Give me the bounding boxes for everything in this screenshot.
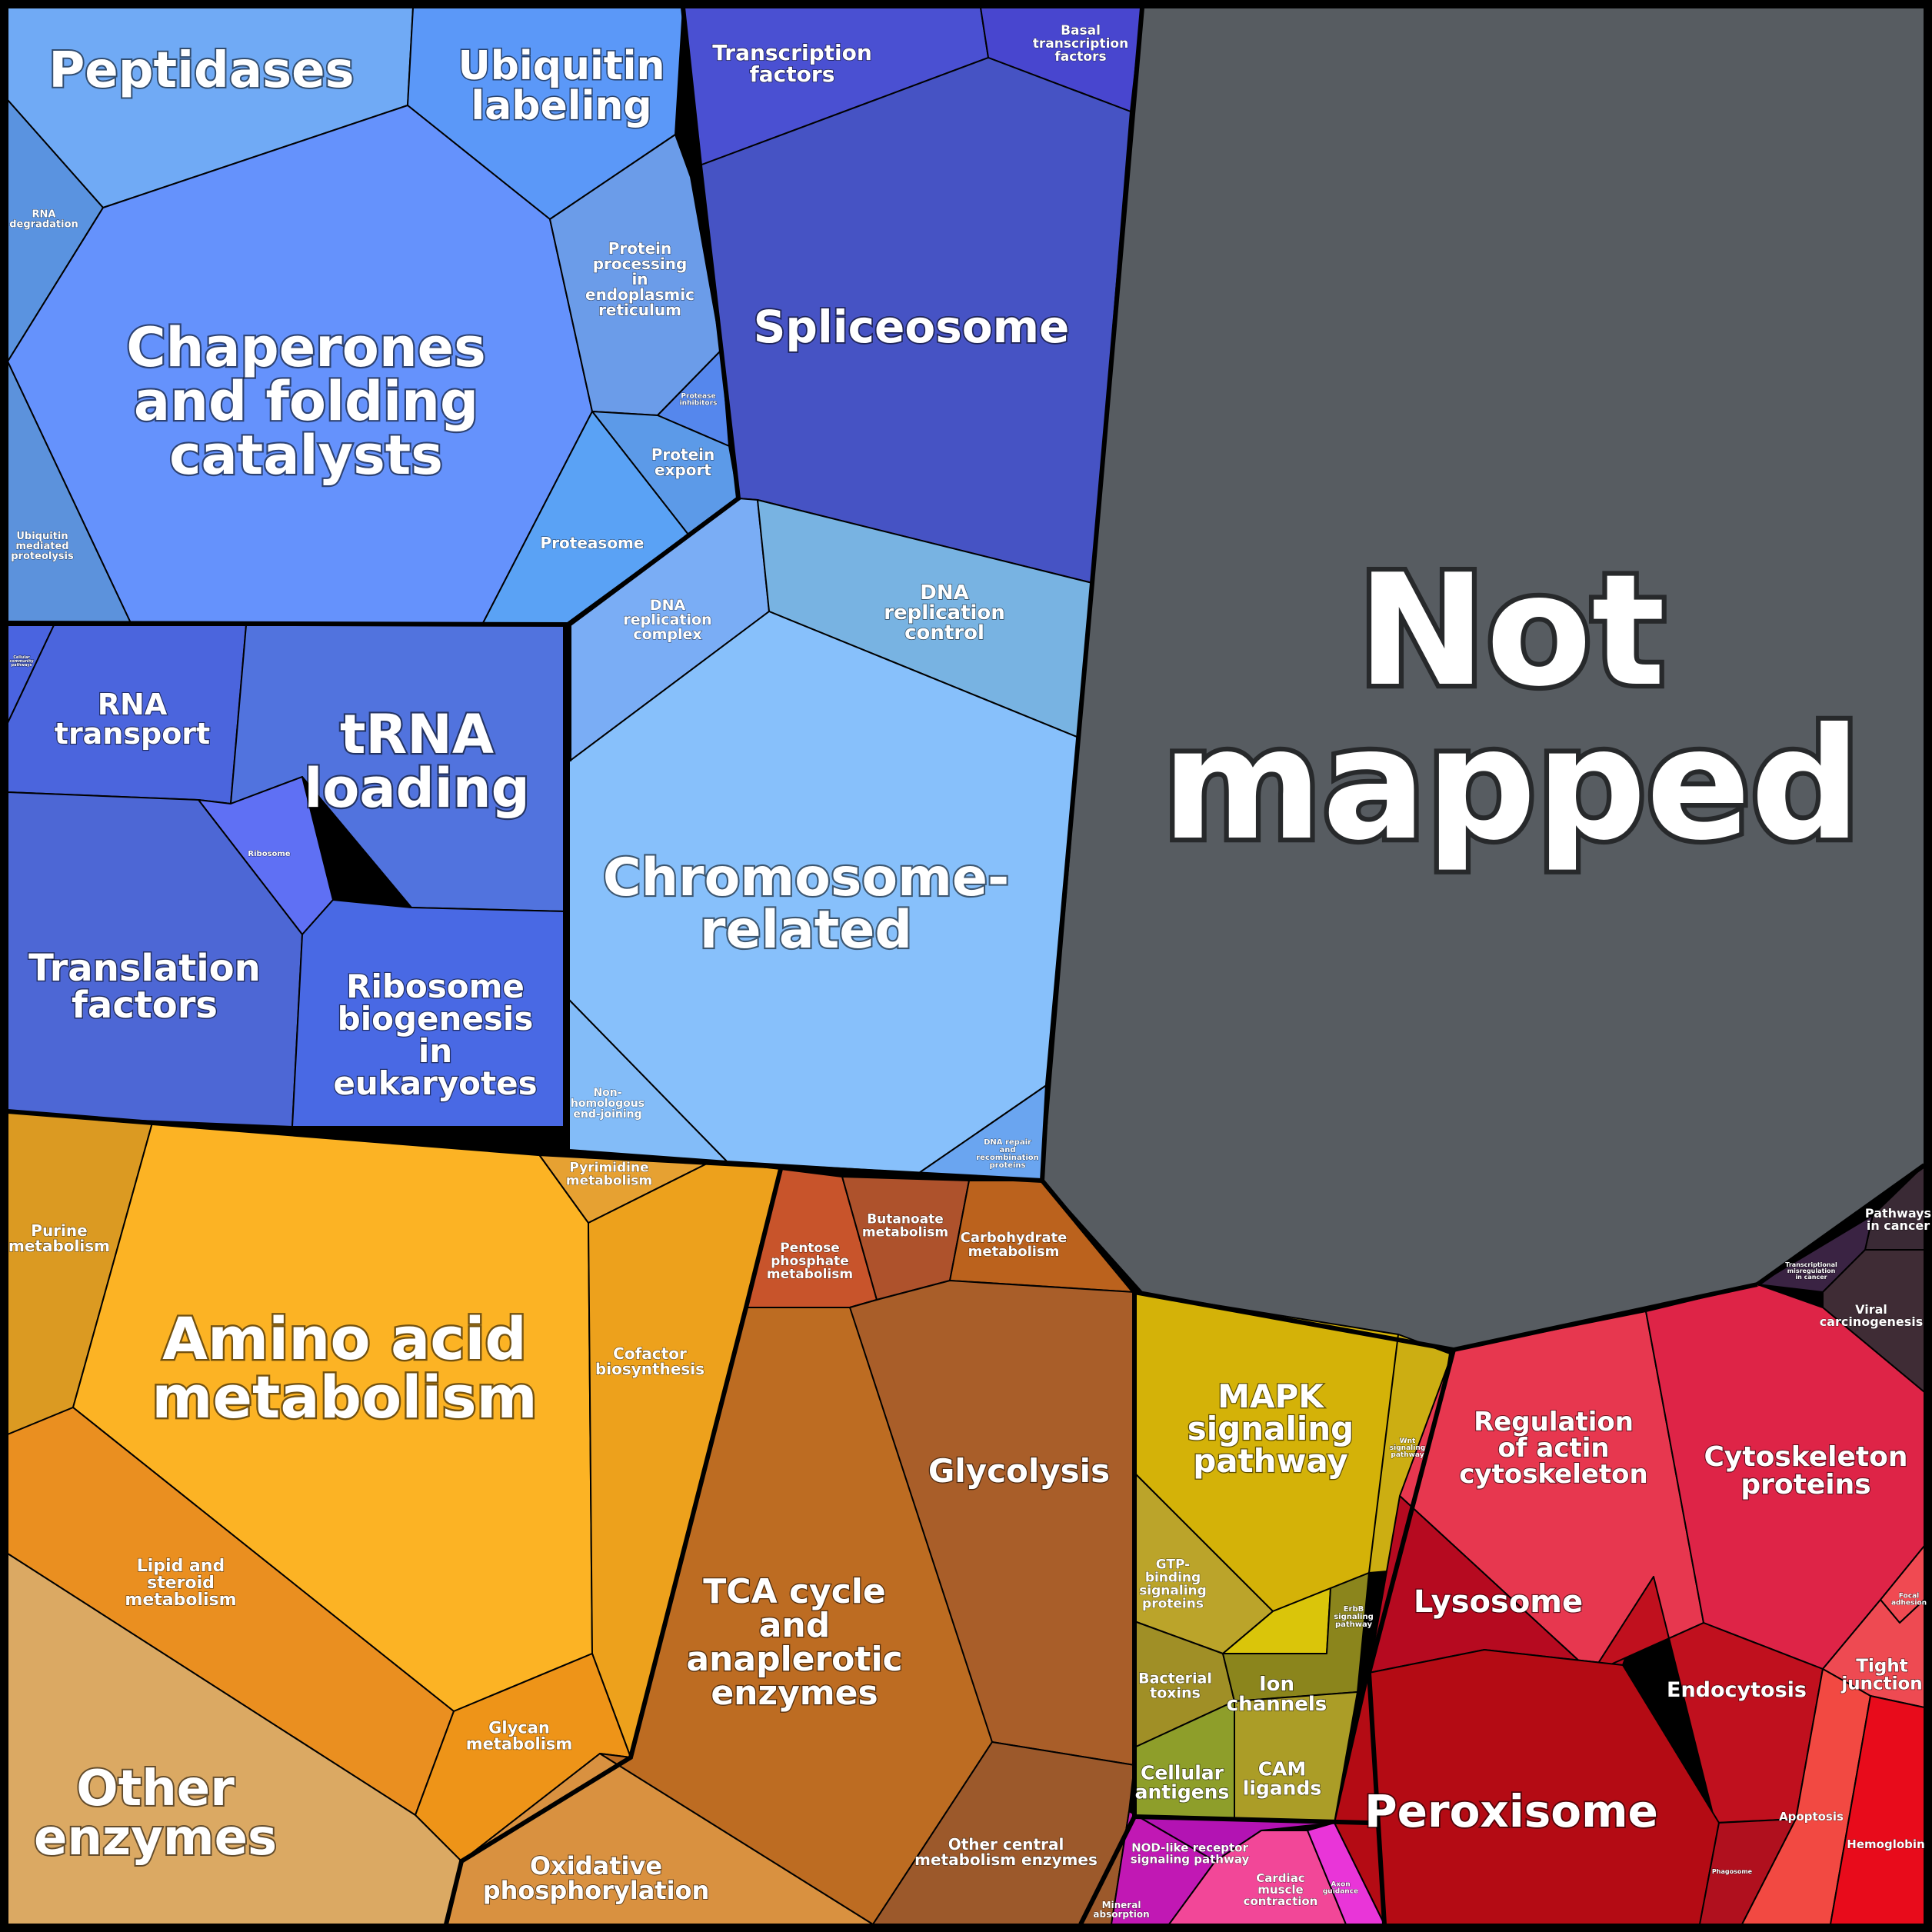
cell-label-cellular-community: Cellular community pathwaysCellular commun… <box>9 655 34 668</box>
cell-label-lysosome: LysosomeLysosome <box>1414 1584 1583 1620</box>
cell-label-endocytosis: EndocytosisEndocytosis <box>1667 1678 1807 1702</box>
cell-label-cam-ligands: CAM ligandsCAM ligands <box>1243 1757 1321 1799</box>
cell-label-peptidases: PeptidasesPeptidases <box>48 42 354 99</box>
cell-label-other-enzymes: Other enzymesOther enzymes <box>34 1760 277 1867</box>
cell-label-other-central-metabolism-enzymes: Other central metabolism enzymesOther cen… <box>914 1835 1098 1869</box>
cell-label-hemoglobin: HemoglobinHemoglobin <box>1847 1837 1924 1851</box>
cell-label-tca-cycle-and-anaplerotic-enzymes: TCA cycle and anaplerotic enzymesTCA cycle … <box>686 1572 902 1713</box>
cell-label-mapk-signaling-pathway: MAPK signaling pathwayMAPK signaling pathw… <box>1188 1377 1354 1480</box>
cell-label-lipid-and-steroid-metabolism: Lipid and steroid metabolismLipid and ster… <box>125 1557 236 1610</box>
cell-label-transcriptional-misregulation-in-cancer: Transcriptional misregulation in cancerTra… <box>1785 1261 1837 1281</box>
group-border <box>1756 1163 1926 1287</box>
group-border <box>568 7 741 627</box>
cell-label-ubiquitin-mediated-proteolysis: Ubiquitin mediated proteolysisUbiquitin me… <box>11 531 74 562</box>
cell-label-protein-export: Protein exportProtein export <box>651 445 715 479</box>
cell-label-cofactor-biosynthesis: Cofactor biosynthesisCofactor biosynthesi… <box>595 1344 705 1378</box>
cell-label-gtp-binding-signaling-proteins: GTP-binding signaling proteinsGTP-binding … <box>1139 1557 1207 1612</box>
cell-label-chaperones-and-folding-catalysts: Chaperones and folding catalystsChaperones… <box>126 316 486 487</box>
cell-label-dna-replication-control: DNA replication controlDNA replication con… <box>884 581 1005 645</box>
cell-label-cellular-antigens: Cellular antigensCellular antigens <box>1135 1761 1230 1803</box>
cell-label-tight-junction: Tight junctionTight junction <box>1840 1657 1922 1694</box>
cell-label-protease-inhibitors: Protease inhibitorsProtease inhibitors <box>680 393 718 408</box>
cell-label-trna-loading: tRNA loadingtRNA loading <box>304 703 529 820</box>
cell-label-proteasome: ProteasomeProteasome <box>541 534 645 552</box>
cell-label-spliceosome: SpliceosomeSpliceosome <box>754 301 1070 353</box>
labels-layer: PeptidasesPeptidases Ubiquitin labelingUbi… <box>8 22 1931 1920</box>
group-border <box>1040 7 1144 1181</box>
cell-label-ribosome-biogenesis-in-eukaryotes: Ribosome biogenesis in eukaryotesRibosome b… <box>333 968 537 1102</box>
group-border <box>563 622 570 1127</box>
cell-label-apoptosis: ApoptosisApoptosis <box>1779 1810 1844 1824</box>
cell-label-focal-adhesion: Focal adhesionFocal adhesion <box>1891 1593 1927 1607</box>
cell-label-erbb-signaling-pathway: ErbB signaling pathwayErbB signaling pathw… <box>1334 1605 1374 1629</box>
cells-layer <box>7 7 1925 1925</box>
cell-label-translation-factors: Translation factorsTranslation factors <box>28 947 261 1027</box>
group-border <box>1040 1179 1137 1926</box>
cell-label-oxidative-phosphorylation: Oxidative phosphorylationOxidative phosph… <box>483 1851 710 1905</box>
cell-label-cytoskeleton-proteins: Cytoskeleton proteinsCytoskeleton protein… <box>1704 1441 1908 1501</box>
cell-label-dna-repair-and-recombination-proteins: DNA repair and recombination proteinsDNA re… <box>976 1138 1039 1170</box>
cell-label-pentose-phosphate-metabolism: Pentose phosphate metabolismPentose phosph… <box>767 1241 853 1282</box>
group-border <box>7 1109 1043 1183</box>
cell-label-bacterial-toxins: Bacterial toxinsBacterial toxins <box>1138 1671 1212 1702</box>
cell-label-nod-like-receptor-signaling-pathway: NOD-like receptor signaling pathwayNOD-li… <box>1131 1841 1250 1867</box>
cell-label-regulation-of-actin-cytoskeleton: Regulation of actin cytoskeletonRegulation… <box>1459 1407 1647 1490</box>
cell-label-purine-metabolism: Purine metabolismPurine metabolism <box>8 1221 110 1255</box>
cell-label-protein-processing-in-endoplasmic-reticulum: Protein processing in endoplasmic reticulumP… <box>585 239 695 319</box>
cell-label-non-homologous-end-joining: Non-homologous end-joiningNon-homologous … <box>571 1087 645 1121</box>
cell-label-rna-transport: RNA transportRNA transport <box>55 688 210 751</box>
cell-label-pathways-in-cancer: Pathways in cancerPathways in cancer <box>1865 1206 1931 1233</box>
group-border <box>444 1168 783 1925</box>
cell-label-cardiac-muscle-contraction: Cardiac muscle contractionCardiac muscle c… <box>1244 1871 1318 1908</box>
cell-label-axon-guidance: Axon guidanceAxon guidance <box>1323 1881 1358 1896</box>
group-border <box>1134 1814 1370 1825</box>
cell-label-transcription-factors: Transcription factorsTranscription factor… <box>712 40 872 87</box>
group-border <box>1453 1282 1758 1352</box>
cell-label-glycolysis: GlycolysisGlycolysis <box>928 1452 1110 1490</box>
cell-label-not-mapped: Not mappedNot mapped <box>1162 541 1861 874</box>
cell-label-rna-degradation: RNA degradationRNA degradation <box>9 208 78 230</box>
cell-label-viral-carcinogenesis: Viral carcinogenesisViral carcinogenesis <box>1820 1302 1924 1329</box>
group-border <box>1134 1290 1457 1925</box>
cell-label-peroxisome: PeroxisomePeroxisome <box>1364 1785 1658 1837</box>
cell-label-mineral-absorption: Mineral absorptionMineral absorption <box>1093 1900 1149 1920</box>
cell-label-ion-channels: Ion channelsIon channels <box>1227 1673 1327 1716</box>
cell-non-homologous-end-joining <box>568 999 728 1162</box>
cell-label-ribosome: RibosomeRibosome <box>248 850 290 858</box>
cell-label-ubiquitin-labeling: Ubiquitin labelingUbiquitin labeling <box>458 43 665 129</box>
cell-label-chromosome-related: Chromosome-relatedChromosome-related <box>603 848 1010 961</box>
cell-label-phagosome: PhagosomePhagosome <box>1712 1868 1753 1875</box>
